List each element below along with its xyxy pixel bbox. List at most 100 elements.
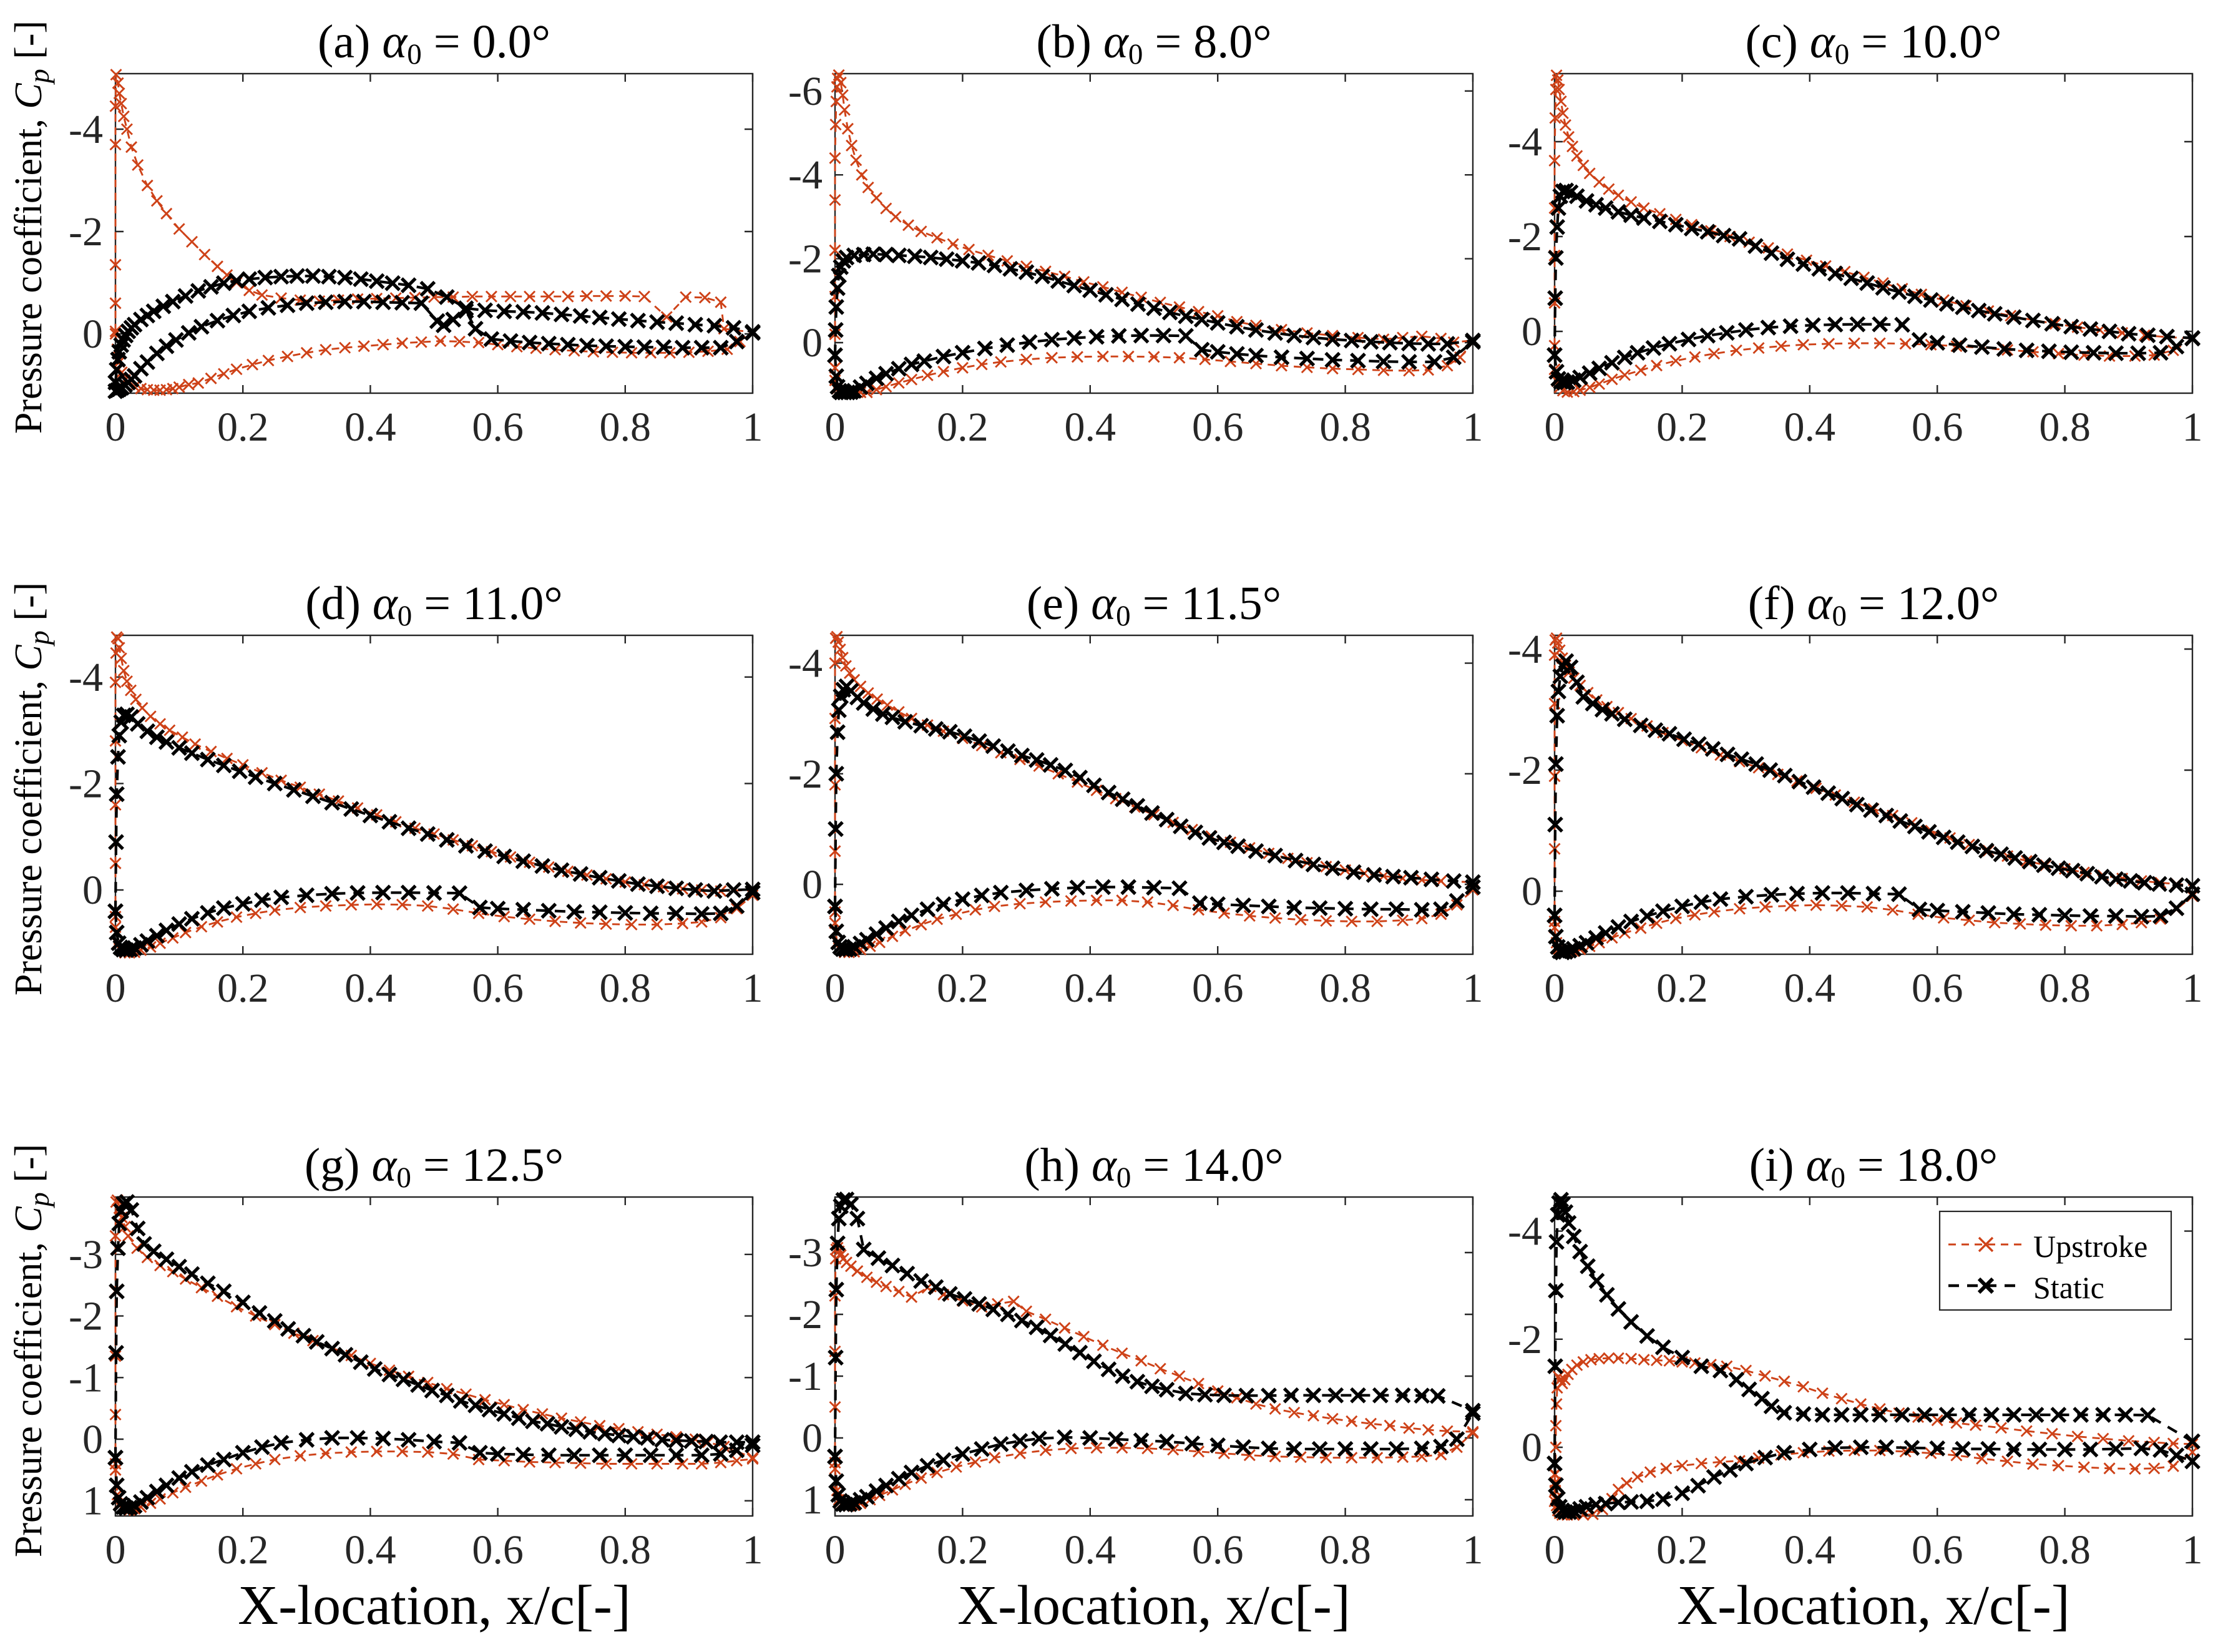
- svg-text:1: 1: [2182, 965, 2203, 1011]
- svg-text:0: 0: [105, 404, 126, 450]
- svg-text:0.8: 0.8: [1319, 404, 1371, 450]
- svg-text:0.6: 0.6: [1192, 965, 1244, 1011]
- svg-text:-4: -4: [788, 152, 823, 198]
- svg-text:0.4: 0.4: [1784, 404, 1836, 450]
- svg-text:0: 0: [1545, 404, 1565, 450]
- svg-text:(f) α0 = 12.0°: (f) α0 = 12.0°: [1748, 577, 2000, 632]
- svg-text:-2: -2: [69, 761, 103, 806]
- svg-text:-2: -2: [788, 237, 823, 282]
- svg-text:0: 0: [1522, 309, 1542, 354]
- svg-text:-2: -2: [788, 1292, 823, 1337]
- svg-text:0.2: 0.2: [1656, 404, 1708, 450]
- svg-text:0.2: 0.2: [217, 404, 269, 450]
- svg-text:Pressure coefficient, Cp [-]: Pressure coefficient, Cp [-]: [7, 1144, 55, 1557]
- svg-text:-1: -1: [788, 1354, 823, 1399]
- svg-text:X-location, x/c[-]: X-location, x/c[-]: [238, 1575, 631, 1636]
- svg-text:0.2: 0.2: [1656, 965, 1708, 1011]
- svg-text:-4: -4: [1508, 627, 1542, 672]
- svg-text:0: 0: [825, 404, 846, 450]
- svg-text:Upstroke: Upstroke: [2033, 1229, 2147, 1264]
- svg-text:1: 1: [1463, 404, 1483, 450]
- svg-text:0: 0: [1522, 869, 1542, 914]
- svg-text:0: 0: [1522, 1425, 1542, 1470]
- svg-text:0.4: 0.4: [344, 404, 396, 450]
- svg-text:Pressure coefficient, Cp [-]: Pressure coefficient, Cp [-]: [7, 582, 55, 995]
- svg-text:0: 0: [105, 1527, 126, 1573]
- svg-text:(g) α0 = 12.5°: (g) α0 = 12.5°: [305, 1139, 564, 1194]
- svg-text:0.6: 0.6: [1912, 1527, 1963, 1573]
- svg-text:1: 1: [82, 1478, 103, 1524]
- svg-text:0: 0: [82, 1417, 103, 1462]
- svg-text:(e) α0 = 11.5°: (e) α0 = 11.5°: [1027, 577, 1281, 632]
- svg-text:0.2: 0.2: [217, 1527, 269, 1573]
- svg-text:0.4: 0.4: [1784, 965, 1836, 1011]
- svg-text:(b) α0 = 8.0°: (b) α0 = 8.0°: [1036, 16, 1271, 71]
- svg-text:0.6: 0.6: [472, 965, 524, 1011]
- svg-text:0.8: 0.8: [2039, 965, 2091, 1011]
- svg-text:0.6: 0.6: [1912, 404, 1963, 450]
- svg-text:-2: -2: [1508, 748, 1542, 793]
- svg-text:0.4: 0.4: [344, 1527, 396, 1573]
- svg-text:0: 0: [1545, 1527, 1565, 1573]
- svg-text:0.4: 0.4: [344, 965, 396, 1011]
- svg-text:0: 0: [82, 311, 103, 357]
- svg-text:1: 1: [1463, 1527, 1483, 1573]
- svg-text:(h) α0 = 14.0°: (h) α0 = 14.0°: [1024, 1139, 1283, 1194]
- svg-text:0.4: 0.4: [1784, 1527, 1836, 1573]
- svg-text:X-location, x/c[-]: X-location, x/c[-]: [1677, 1575, 2070, 1636]
- svg-text:0.2: 0.2: [1656, 1527, 1708, 1573]
- svg-text:0.8: 0.8: [600, 1527, 652, 1573]
- svg-text:1: 1: [802, 1477, 823, 1523]
- svg-text:-4: -4: [1508, 1209, 1542, 1254]
- svg-text:-2: -2: [69, 209, 103, 255]
- svg-text:0.4: 0.4: [1065, 404, 1116, 450]
- svg-text:0.6: 0.6: [472, 404, 524, 450]
- svg-text:-2: -2: [1508, 1317, 1542, 1362]
- svg-text:0.6: 0.6: [472, 1527, 524, 1573]
- svg-text:0.8: 0.8: [2039, 1527, 2091, 1573]
- svg-text:(a) α0 = 0.0°: (a) α0 = 0.0°: [318, 16, 550, 71]
- svg-text:-1: -1: [69, 1355, 103, 1400]
- svg-text:0.8: 0.8: [2039, 404, 2091, 450]
- svg-text:-4: -4: [788, 641, 823, 687]
- svg-text:0: 0: [105, 965, 126, 1011]
- svg-text:-3: -3: [788, 1230, 823, 1276]
- svg-text:1: 1: [743, 1527, 763, 1573]
- svg-text:-4: -4: [69, 655, 103, 700]
- svg-text:0.6: 0.6: [1192, 1527, 1244, 1573]
- svg-text:1: 1: [743, 404, 763, 450]
- svg-text:0: 0: [825, 965, 846, 1011]
- svg-text:0: 0: [802, 320, 823, 366]
- svg-text:0.8: 0.8: [1319, 965, 1371, 1011]
- svg-text:0: 0: [825, 1527, 846, 1573]
- svg-text:1: 1: [1463, 965, 1483, 1011]
- svg-text:0.8: 0.8: [1319, 1527, 1371, 1573]
- svg-text:0.8: 0.8: [600, 404, 652, 450]
- svg-text:0.2: 0.2: [937, 965, 989, 1011]
- svg-text:0: 0: [1545, 965, 1565, 1011]
- svg-text:1: 1: [2182, 404, 2203, 450]
- svg-text:(c) α0 = 10.0°: (c) α0 = 10.0°: [1745, 16, 2001, 71]
- svg-text:0: 0: [802, 1415, 823, 1461]
- svg-text:0.2: 0.2: [217, 965, 269, 1011]
- svg-text:1: 1: [2182, 1527, 2203, 1573]
- svg-text:1: 1: [743, 965, 763, 1011]
- svg-text:0.4: 0.4: [1065, 1527, 1116, 1573]
- svg-text:Pressure coefficient, Cp [-]: Pressure coefficient, Cp [-]: [7, 21, 55, 434]
- svg-text:(d) α0 = 11.0°: (d) α0 = 11.0°: [305, 577, 562, 632]
- svg-text:Static: Static: [2033, 1270, 2104, 1305]
- svg-text:-4: -4: [69, 107, 103, 152]
- svg-text:0.6: 0.6: [1192, 404, 1244, 450]
- svg-text:0.8: 0.8: [600, 965, 652, 1011]
- svg-text:-3: -3: [69, 1232, 103, 1278]
- svg-text:0: 0: [802, 862, 823, 907]
- svg-text:0.2: 0.2: [937, 1527, 989, 1573]
- svg-text:-2: -2: [1508, 214, 1542, 260]
- svg-text:-6: -6: [788, 69, 823, 114]
- svg-text:0: 0: [82, 868, 103, 913]
- svg-text:0.4: 0.4: [1065, 965, 1116, 1011]
- svg-text:X-location, x/c[-]: X-location, x/c[-]: [957, 1575, 1351, 1636]
- svg-text:0.6: 0.6: [1912, 965, 1963, 1011]
- svg-text:-2: -2: [788, 751, 823, 797]
- svg-text:(i) α0 = 18.0°: (i) α0 = 18.0°: [1749, 1139, 1998, 1194]
